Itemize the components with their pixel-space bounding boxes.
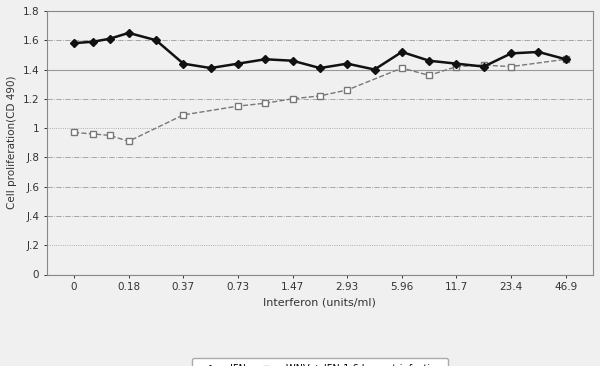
IFN <box>344 61 351 66</box>
IFN <box>398 50 406 54</box>
IFN <box>453 61 460 66</box>
WNV + IFN-1 6 hr post-infection <box>106 133 113 138</box>
WNV + IFN-1 6 hr post-infection <box>235 104 242 108</box>
IFN <box>89 40 97 44</box>
Line: IFN: IFN <box>71 30 569 72</box>
WNV + IFN-1 6 hr post-infection <box>398 66 406 70</box>
Line: WNV + IFN-1 6 hr post-infection: WNV + IFN-1 6 hr post-infection <box>71 56 569 144</box>
WNV + IFN-1 6 hr post-infection <box>289 97 296 101</box>
WNV + IFN-1 6 hr post-infection <box>425 73 433 78</box>
WNV + IFN-1 6 hr post-infection <box>70 130 77 135</box>
IFN <box>235 61 242 66</box>
IFN <box>480 64 487 69</box>
IFN <box>535 50 542 54</box>
WNV + IFN-1 6 hr post-infection <box>480 63 487 67</box>
IFN <box>207 66 214 70</box>
IFN <box>508 51 515 56</box>
IFN <box>180 61 187 66</box>
WNV + IFN-1 6 hr post-infection <box>89 132 97 136</box>
WNV + IFN-1 6 hr post-infection <box>508 64 515 69</box>
WNV + IFN-1 6 hr post-infection <box>316 94 323 98</box>
IFN <box>371 67 378 72</box>
IFN <box>125 31 133 35</box>
WNV + IFN-1 6 hr post-infection <box>453 64 460 69</box>
WNV + IFN-1 6 hr post-infection <box>344 88 351 92</box>
IFN <box>152 38 160 42</box>
IFN <box>106 37 113 41</box>
WNV + IFN-1 6 hr post-infection <box>125 139 133 143</box>
X-axis label: Interferon (units/ml): Interferon (units/ml) <box>263 298 376 308</box>
WNV + IFN-1 6 hr post-infection <box>180 113 187 117</box>
IFN <box>70 41 77 45</box>
Legend: IFN, WNV + IFN-1 6 hr post-infection: IFN, WNV + IFN-1 6 hr post-infection <box>192 358 448 366</box>
IFN <box>425 59 433 63</box>
IFN <box>262 57 269 61</box>
WNV + IFN-1 6 hr post-infection <box>562 57 569 61</box>
IFN <box>289 59 296 63</box>
WNV + IFN-1 6 hr post-infection <box>262 101 269 105</box>
Y-axis label: Cell proliferation(CD 490): Cell proliferation(CD 490) <box>7 76 17 209</box>
IFN <box>562 57 569 61</box>
IFN <box>316 66 323 70</box>
